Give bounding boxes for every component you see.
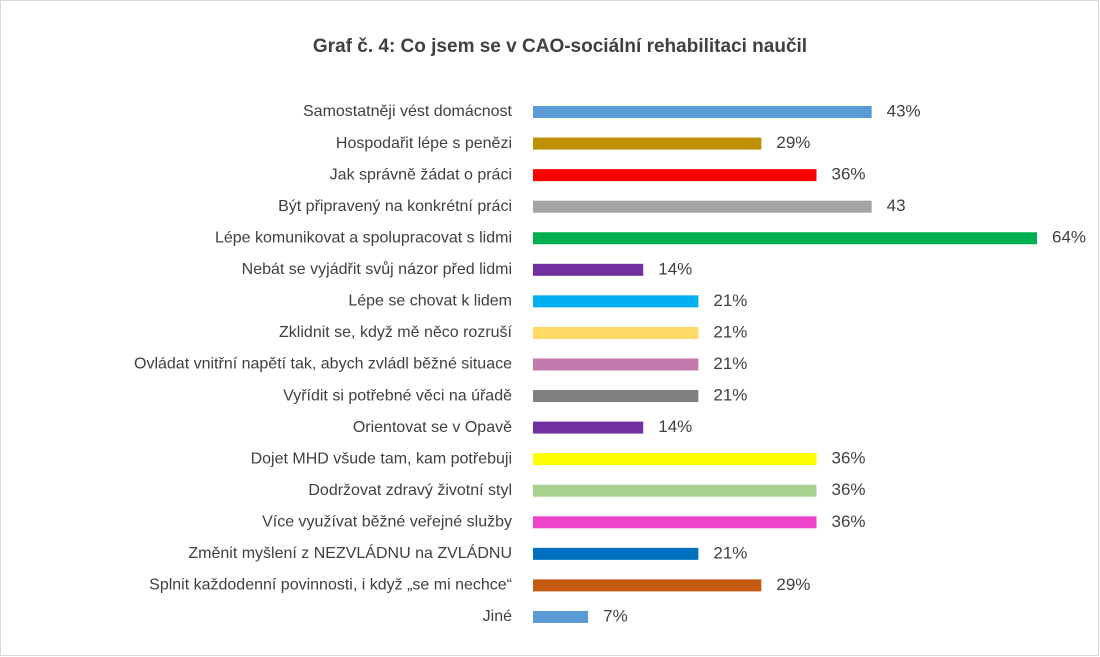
category-label: Být připravený na konkrétní práci [278,198,512,215]
bar [533,610,589,623]
category-label: Lépe komunikovat a spolupracovat s lidmi [215,229,512,246]
bar [533,295,699,308]
chart-title: Graf č. 4: Co jsem se v CAO-sociální reh… [313,36,807,57]
bar [533,326,699,339]
value-label: 36% [832,449,866,468]
value-label: 43 [887,196,906,215]
value-label: 21% [713,354,747,373]
bar [533,200,872,213]
value-label: 21% [713,386,747,405]
value-label: 21% [713,543,747,562]
category-label: Lépe se chovat k lidem [348,293,512,310]
bar [533,106,872,118]
category-label: Splnit každodenní povinnosti, i když „se… [149,577,512,594]
value-label: 36% [832,512,866,531]
value-label: 21% [713,322,747,341]
value-label: 14% [658,417,692,436]
category-label: Orientovat se v Opavě [353,419,512,436]
category-label: Jak správně žádat o práci [330,166,512,183]
category-label: Samostatněji vést domácnost [303,103,513,120]
bar [533,453,817,466]
category-label: Více využívat běžné veřejné služby [262,513,512,530]
category-label: Vyřídit si potřebné věci na úřadě [283,387,512,404]
value-label: 43% [887,101,921,120]
category-label: Nebát se vyjádřit svůj názor před lidmi [242,260,512,278]
value-label: 36% [832,480,866,499]
bar [533,263,644,276]
category-label: Dojet MHD všude tam, kam potřebuji [251,450,512,467]
bar [533,484,817,497]
value-label: 36% [832,165,866,184]
bar [533,169,817,182]
bar [533,579,762,592]
bar [533,421,644,434]
bar [533,516,817,529]
category-label: Jiné [483,608,512,625]
bar [533,547,699,560]
bar [533,232,1037,245]
value-label: 21% [713,291,747,310]
category-label: Dodržovat zdravý životní styl [308,482,512,499]
bar [533,358,699,371]
value-label: 29% [776,575,810,594]
category-label: Hospodařit lépe s penězi [336,135,512,152]
category-label: Změnit myšlení z NEZVLÁDNU na ZVLÁDNU [188,543,512,562]
value-label: 14% [658,259,692,278]
category-label: Ovládat vnitřní napětí tak, abych zvládl… [134,356,512,373]
value-label: 29% [776,133,810,152]
value-label: 64% [1052,228,1086,247]
bar [533,137,762,150]
bar [533,390,699,403]
category-label: Zklidnit se, když mě něco rozruší [279,324,513,341]
value-label: 7% [603,606,628,625]
